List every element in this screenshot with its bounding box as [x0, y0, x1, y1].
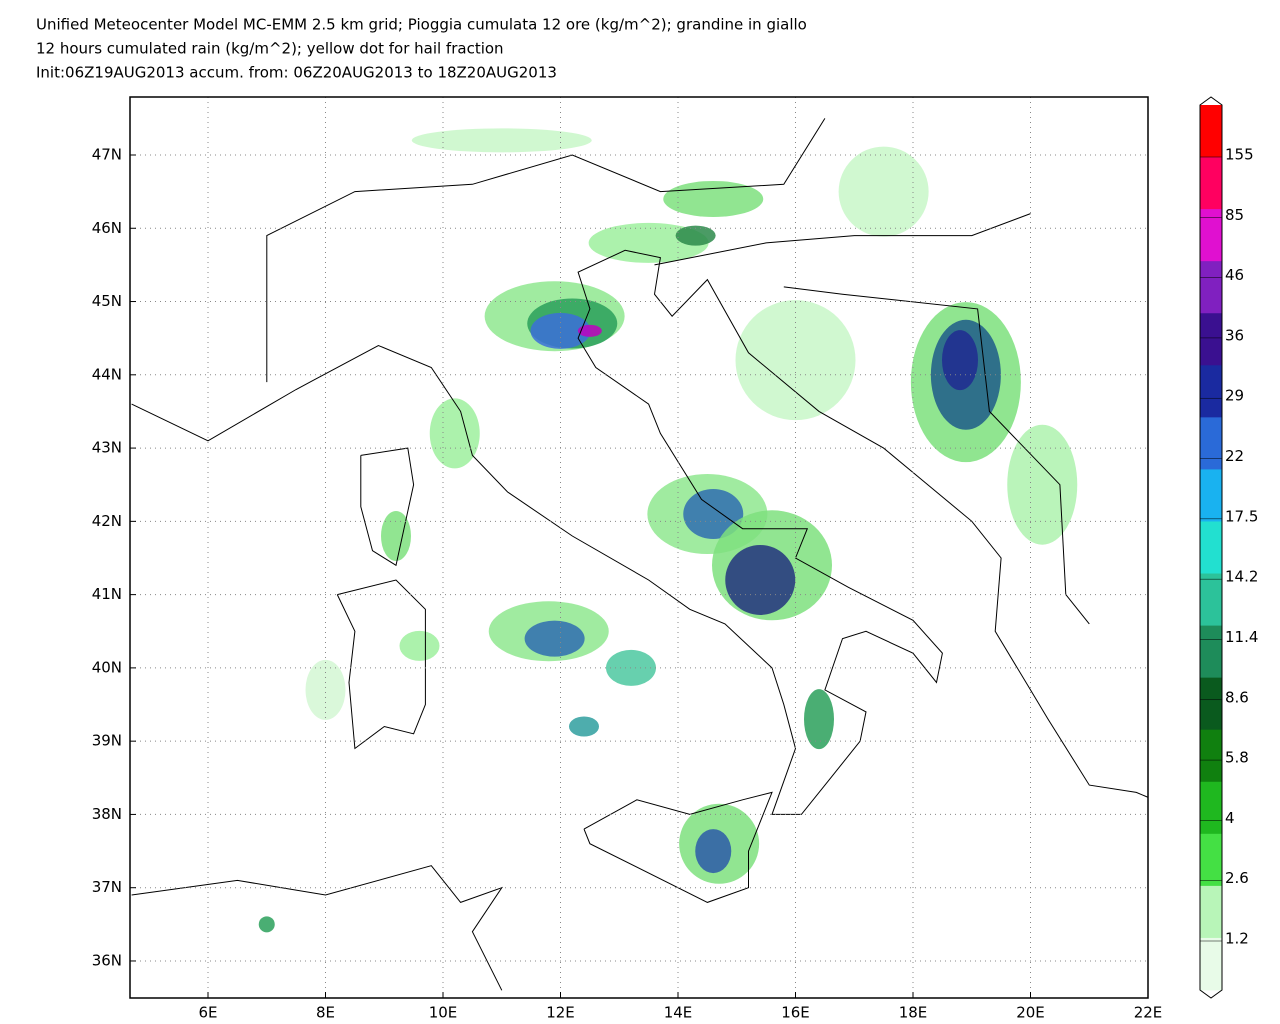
lat-tick-label: 39N	[92, 732, 122, 750]
lat-tick-label: 46N	[92, 219, 122, 237]
colorbar-segment	[1200, 365, 1222, 418]
rain-area	[399, 630, 440, 661]
colorbar-segment	[1200, 573, 1222, 627]
colorbar-label: 11.4	[1225, 628, 1258, 646]
colorbar-segment	[1200, 261, 1222, 314]
colorbar-segment	[1200, 417, 1222, 470]
lat-tick-label: 43N	[92, 439, 122, 457]
rain-area	[683, 489, 744, 540]
lon-tick-label: 12E	[546, 1004, 575, 1022]
rain-area	[524, 620, 585, 657]
rain-area	[258, 916, 275, 933]
coastline	[131, 249, 1148, 815]
map-area	[130, 97, 1148, 998]
colorbar-segment	[1200, 157, 1222, 210]
rain-area	[838, 146, 929, 237]
lat-tick-label: 45N	[92, 292, 122, 310]
lon-tick-label: 8E	[316, 1004, 335, 1022]
lat-tick-label: 36N	[92, 951, 122, 969]
lon-tick-label: 14E	[664, 1004, 693, 1022]
rain-area	[411, 128, 592, 153]
rain-area	[942, 330, 978, 391]
colorbar-label: 5.8	[1225, 749, 1249, 767]
coastline	[266, 118, 826, 383]
colorbar-segment	[1200, 833, 1222, 887]
lat-tick-label: 47N	[92, 146, 122, 164]
colorbar-segment	[1200, 625, 1222, 679]
title: Unified Meteocenter Model MC-EMM 2.5 km …	[36, 16, 807, 82]
colorbar-segment	[1200, 885, 1222, 939]
lat-tick-label: 42N	[92, 512, 122, 530]
coastline	[654, 213, 1031, 266]
rain-area	[725, 544, 796, 615]
lon-tick-label: 16E	[781, 1004, 810, 1022]
colorbar-label: 14.2	[1225, 568, 1258, 586]
colorbar-label: 4	[1225, 809, 1235, 827]
colorbar-segment	[1200, 781, 1222, 835]
colorbar-label: 85	[1225, 206, 1244, 224]
lat-tick-label: 37N	[92, 878, 122, 896]
rain-area	[530, 312, 591, 349]
coastline	[336, 579, 426, 750]
lon-tick-label: 6E	[198, 1004, 217, 1022]
lat-tick-label: 44N	[92, 365, 122, 383]
lat-tick-label: 41N	[92, 585, 122, 603]
colorbar-label: 155	[1225, 146, 1254, 164]
rain-area	[305, 659, 346, 720]
colorbar-segment	[1200, 677, 1222, 731]
rain-area	[804, 689, 834, 750]
title-line: Unified Meteocenter Model MC-EMM 2.5 km …	[36, 16, 807, 34]
coastline	[360, 447, 415, 567]
colorbar-label: 2.6	[1225, 869, 1249, 887]
colorbar-segment	[1200, 105, 1222, 158]
colorbar-segment	[1200, 209, 1222, 262]
lon-tick-label: 20E	[1016, 1004, 1045, 1022]
rain-area	[577, 324, 602, 337]
title-line: 12 hours cumulated rain (kg/m^2); yellow…	[36, 40, 504, 58]
colorbar-segment	[1200, 729, 1222, 783]
colorbar: 1.2 2.6 4 5.8 8.6 11.4 14.2 17.5 22 29 36 46 85 155	[1199, 96, 1258, 999]
colorbar-segment	[1200, 937, 1222, 991]
rain-area	[1007, 424, 1078, 545]
colorbar-segment	[1200, 521, 1222, 575]
rain-area	[429, 398, 480, 469]
colorbar-label: 46	[1225, 266, 1244, 284]
coastline	[583, 791, 773, 903]
lon-tick-label: 10E	[429, 1004, 458, 1022]
title-line: Init:06Z19AUG2013 accum. from: 06Z20AUG2…	[36, 64, 557, 82]
rain-area	[675, 225, 716, 246]
lon-tick-label: 18E	[899, 1004, 928, 1022]
rain-area	[735, 300, 856, 421]
colorbar-label: 1.2	[1225, 930, 1249, 948]
map-frame	[129, 96, 1149, 999]
rain-area	[381, 511, 411, 562]
lat-tick-label: 40N	[92, 658, 122, 676]
lat-tick-label: 38N	[92, 805, 122, 823]
colorbar-segment	[1200, 313, 1222, 366]
colorbar-label: 22	[1225, 447, 1244, 465]
rain-area	[569, 716, 599, 737]
colorbar-label: 36	[1225, 326, 1244, 344]
rain-area	[695, 829, 732, 874]
lon-tick-label: 22E	[1134, 1004, 1163, 1022]
colorbar-label: 8.6	[1225, 688, 1249, 706]
colorbar-label: 17.5	[1225, 507, 1258, 525]
coastline	[131, 865, 504, 991]
colorbar-segment	[1200, 469, 1222, 522]
colorbar-label: 29	[1225, 387, 1244, 405]
colorbar-frame	[1199, 96, 1223, 999]
